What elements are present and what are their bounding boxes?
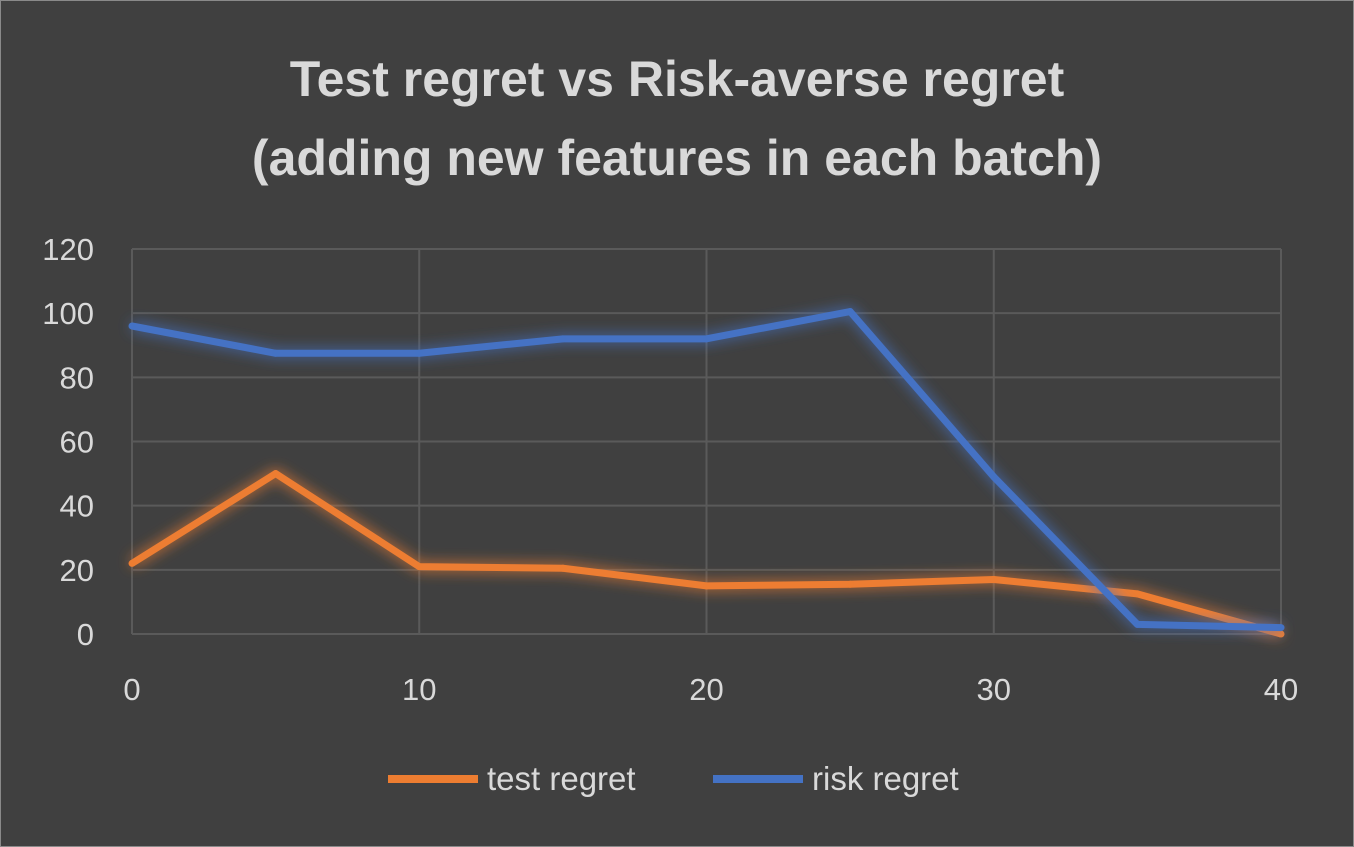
y-tick-label: 20 [60, 553, 94, 588]
data-point-risk-regret [415, 349, 423, 357]
x-tick-label: 30 [977, 672, 1011, 707]
chart-title-line-1: Test regret vs Risk-averse regret [290, 51, 1065, 107]
data-point-test-regret [272, 470, 280, 478]
data-point-test-regret [1133, 590, 1141, 598]
data-point-risk-regret [990, 473, 998, 481]
axes: 0 20 40 60 80 100 120 0 10 20 30 40 [42, 232, 1298, 707]
y-tick-label: 80 [60, 360, 94, 395]
x-tick-label: 20 [689, 672, 723, 707]
data-point-test-regret [1277, 630, 1285, 638]
x-tick-label: 0 [123, 672, 140, 707]
data-point-risk-regret [272, 349, 280, 357]
legend-label: test regret [487, 760, 636, 797]
data-point-test-regret [559, 564, 567, 572]
y-tick-label: 120 [42, 232, 94, 267]
data-point-test-regret [128, 559, 136, 567]
data-point-test-regret [846, 580, 854, 588]
data-point-test-regret [415, 563, 423, 571]
chart-title-line-2: (adding new features in each batch) [252, 130, 1102, 186]
data-point-risk-regret [703, 335, 710, 343]
data-point-risk-regret [1277, 624, 1285, 632]
data-point-risk-regret [1133, 620, 1141, 628]
legend-label: risk regret [812, 760, 959, 797]
y-tick-label: 60 [60, 425, 94, 460]
data-point-test-regret [703, 582, 710, 590]
data-point-test-regret [990, 575, 998, 583]
legend: test regret risk regret [388, 760, 959, 797]
data-point-risk-regret [128, 322, 136, 330]
y-tick-label: 100 [42, 296, 94, 331]
x-tick-label: 40 [1264, 672, 1298, 707]
data-point-risk-regret [559, 335, 567, 343]
series [128, 308, 1285, 638]
y-tick-label: 0 [77, 617, 94, 652]
data-point-risk-regret [846, 308, 854, 316]
y-tick-label: 40 [60, 489, 94, 524]
grid [131, 248, 1282, 635]
x-tick-label: 10 [402, 672, 436, 707]
